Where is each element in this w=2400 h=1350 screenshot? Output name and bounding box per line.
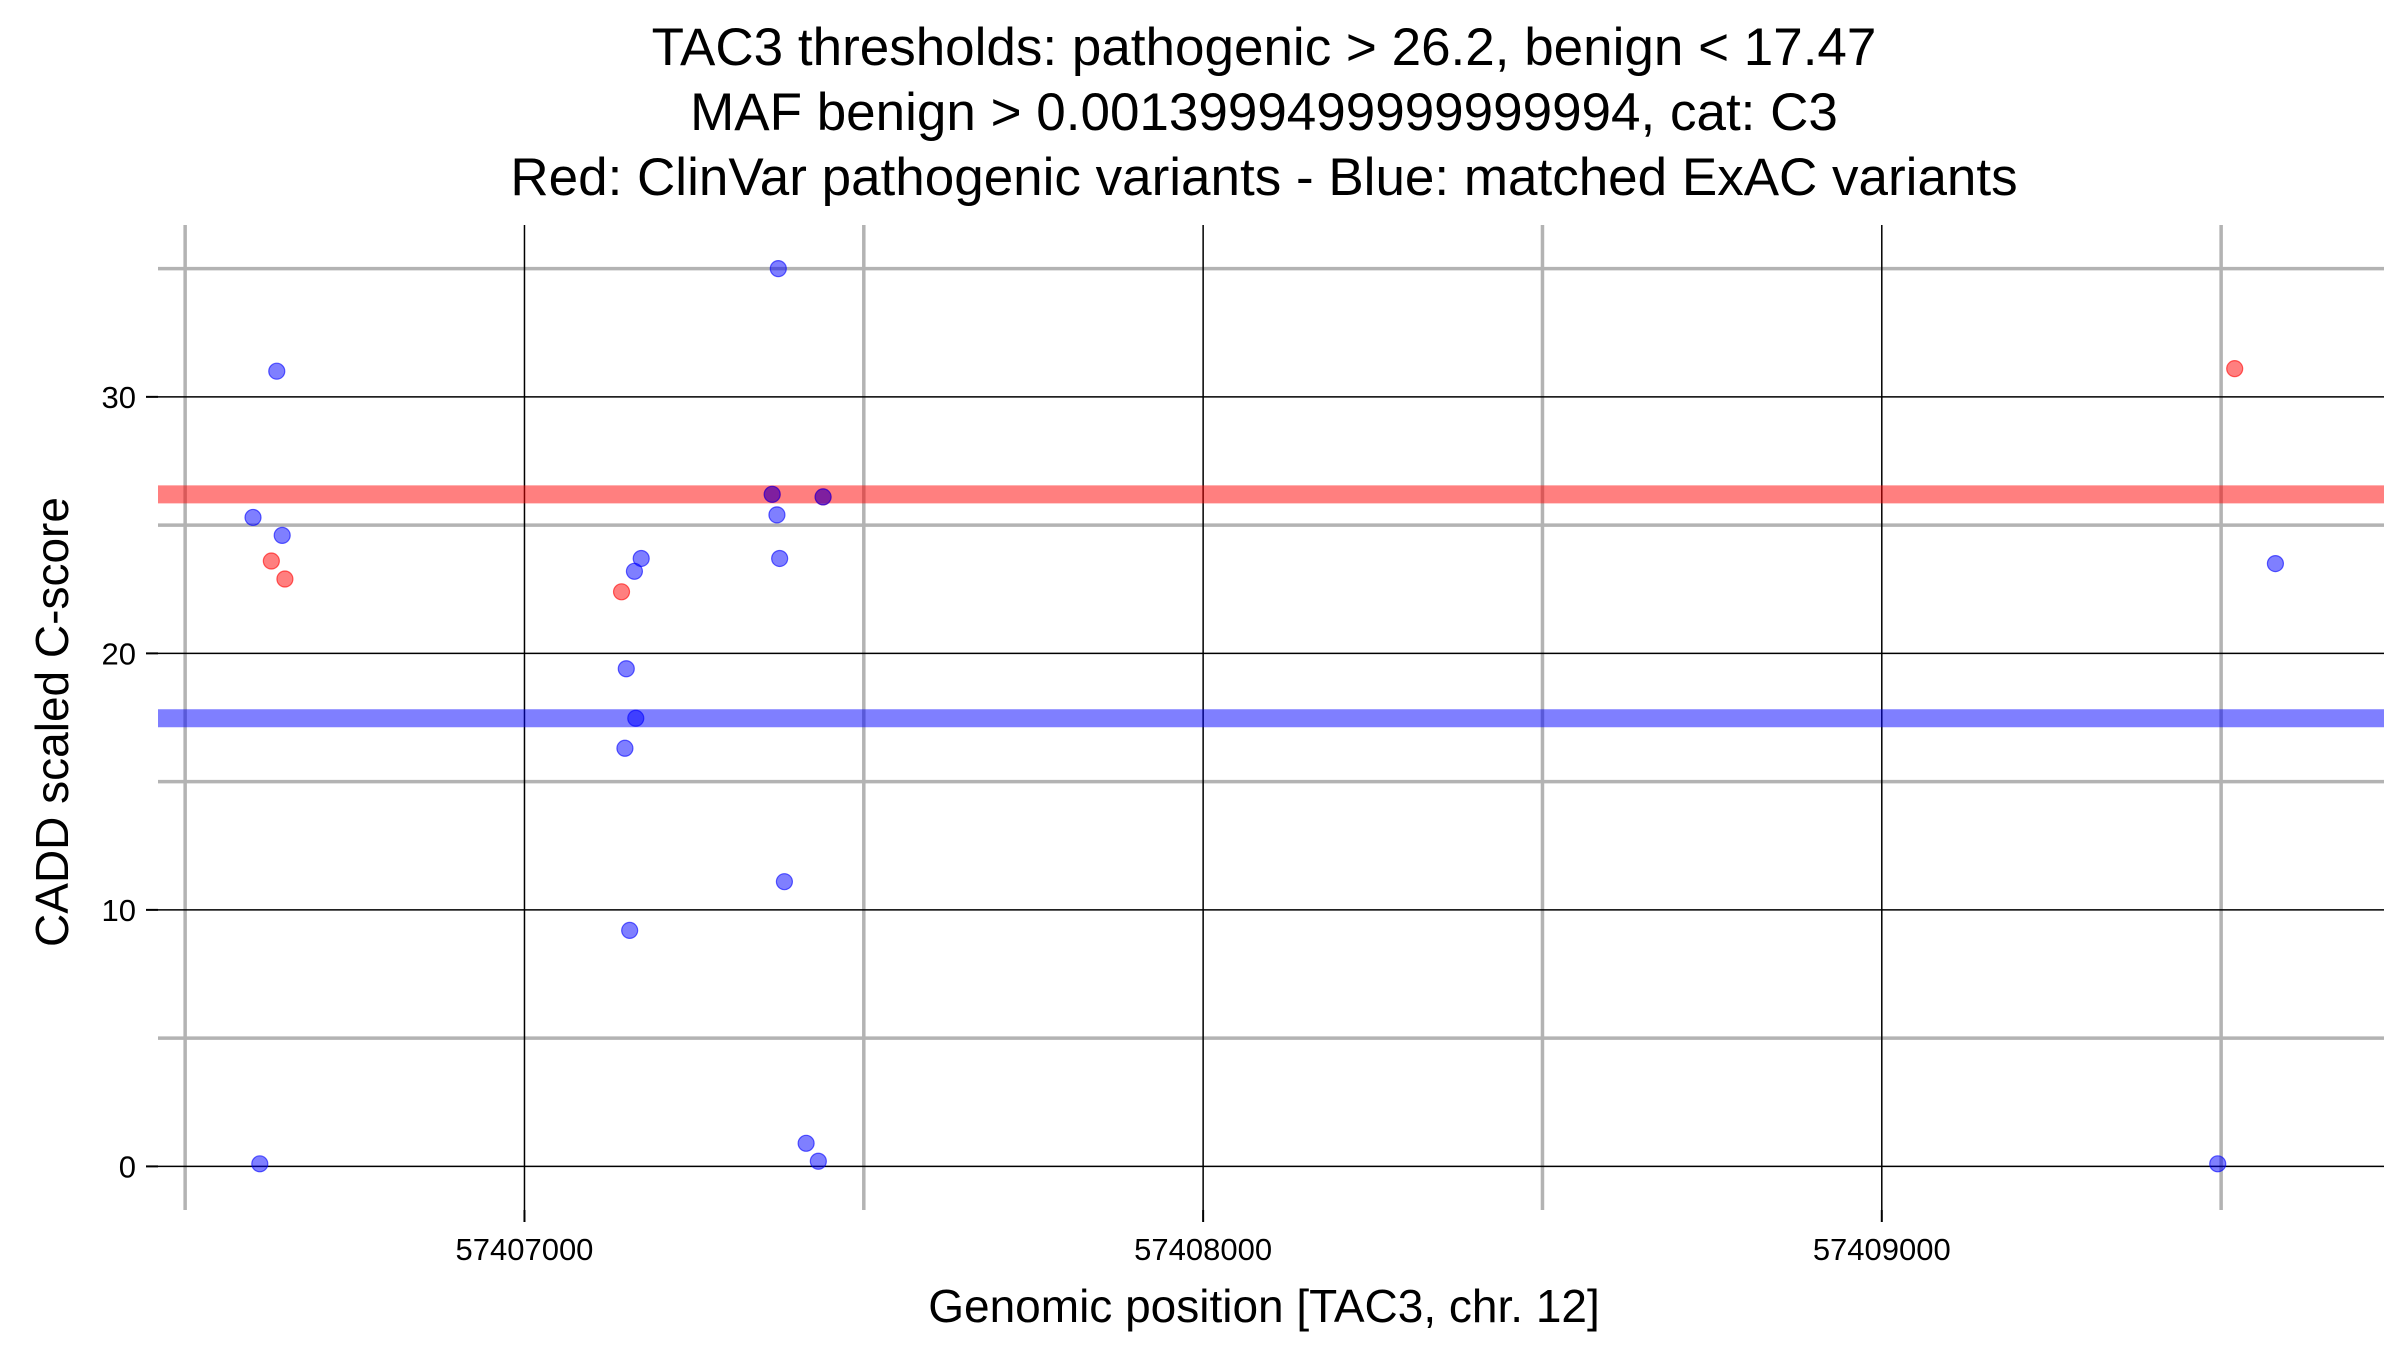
data-point	[617, 660, 635, 678]
threshold-layer	[158, 485, 2384, 728]
data-point	[2226, 360, 2244, 378]
chart-title-line-3: Red: ClinVar pathogenic variants - Blue:…	[510, 148, 2017, 207]
y-tick-label: 0	[119, 1149, 136, 1184]
data-point	[632, 549, 650, 568]
data-point	[775, 873, 794, 891]
points-layer	[244, 260, 2285, 1173]
x-axis-title: Genomic position [TAC3, chr. 12]	[928, 1280, 1600, 1332]
data-point	[768, 506, 786, 524]
data-point	[612, 583, 631, 601]
data-point	[621, 921, 639, 940]
data-point	[769, 260, 787, 278]
y-axis-title: CADD scaled C-score	[26, 497, 78, 947]
grid-layer	[158, 225, 2384, 1210]
y-tick-label: 20	[102, 636, 136, 671]
data-point	[262, 552, 280, 570]
data-point	[244, 508, 262, 527]
data-point	[616, 739, 634, 757]
y-tick-label: 30	[102, 380, 136, 415]
x-tick-label: 57407000	[456, 1232, 594, 1267]
data-point	[763, 485, 781, 503]
chart-title-line-1: TAC3 thresholds: pathogenic > 26.2, beni…	[652, 18, 1877, 77]
data-point	[2209, 1155, 2227, 1173]
data-point	[809, 1152, 827, 1170]
data-point	[627, 709, 645, 727]
data-point	[797, 1134, 815, 1152]
x-tick-label: 57409000	[1813, 1232, 1951, 1267]
data-point	[268, 362, 286, 380]
data-point	[251, 1155, 269, 1173]
y-tick-label: 10	[102, 893, 136, 928]
tick-layer: 0 10 20 30 57407000 57408000 57409000	[102, 380, 1951, 1267]
data-point	[814, 488, 832, 506]
data-point	[273, 526, 291, 544]
chart-title-line-2: MAF benign > 0.0013999499999999994, cat:…	[690, 83, 1838, 142]
data-point	[2266, 554, 2285, 573]
data-point	[276, 570, 294, 588]
data-point	[771, 549, 789, 568]
x-tick-label: 57408000	[1134, 1232, 1272, 1267]
